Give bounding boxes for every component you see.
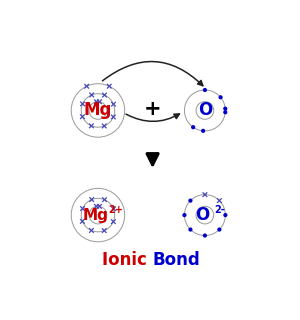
Circle shape [219, 96, 222, 99]
Text: Mg: Mg [84, 101, 112, 119]
Circle shape [189, 199, 192, 202]
Circle shape [224, 107, 227, 110]
Text: 2-: 2- [214, 205, 225, 215]
Text: O: O [196, 206, 210, 224]
FancyArrowPatch shape [103, 61, 203, 86]
Circle shape [192, 126, 195, 129]
Text: Bond: Bond [153, 252, 200, 269]
Text: +: + [144, 99, 161, 119]
FancyArrowPatch shape [126, 114, 179, 121]
Circle shape [224, 111, 227, 114]
Text: 2+: 2+ [108, 205, 123, 215]
Text: Mg: Mg [83, 208, 109, 223]
Text: O: O [198, 101, 212, 119]
Text: Ionic: Ionic [102, 252, 153, 269]
Circle shape [224, 214, 227, 216]
Circle shape [183, 214, 186, 216]
Circle shape [202, 129, 205, 132]
Circle shape [218, 228, 221, 231]
Circle shape [203, 234, 206, 237]
Circle shape [203, 89, 206, 92]
Circle shape [189, 228, 192, 231]
